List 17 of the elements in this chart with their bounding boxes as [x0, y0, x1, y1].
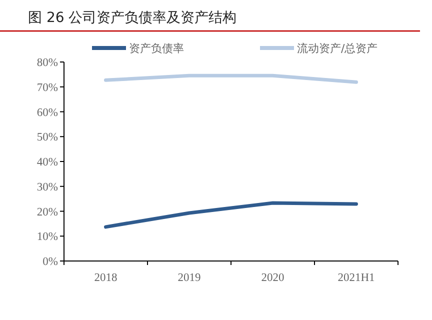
x-tick-label: 2021H1: [338, 272, 376, 284]
y-tick-label: 50%: [36, 132, 58, 144]
x-tick-label: 2019: [178, 272, 201, 284]
y-tick-label: 40%: [36, 156, 58, 168]
y-tick-label: 10%: [36, 231, 58, 244]
y-tick-label: 70%: [36, 82, 58, 94]
legend-label: 资产负债率: [129, 42, 184, 55]
x-tick-label: 2018: [94, 272, 118, 284]
y-tick-label: 80%: [36, 57, 58, 69]
line-series: [104, 201, 358, 229]
y-tick-label: 60%: [36, 106, 58, 119]
x-tick-label: 2020: [261, 272, 284, 284]
y-tick-label: 0%: [42, 256, 58, 268]
legend-label: 流动资产/总资产: [297, 42, 378, 55]
chart-title: 图 26 公司资产负债率及资产结构: [28, 10, 237, 26]
y-tick-label: 20%: [36, 206, 58, 218]
y-tick-label: 30%: [36, 181, 58, 194]
